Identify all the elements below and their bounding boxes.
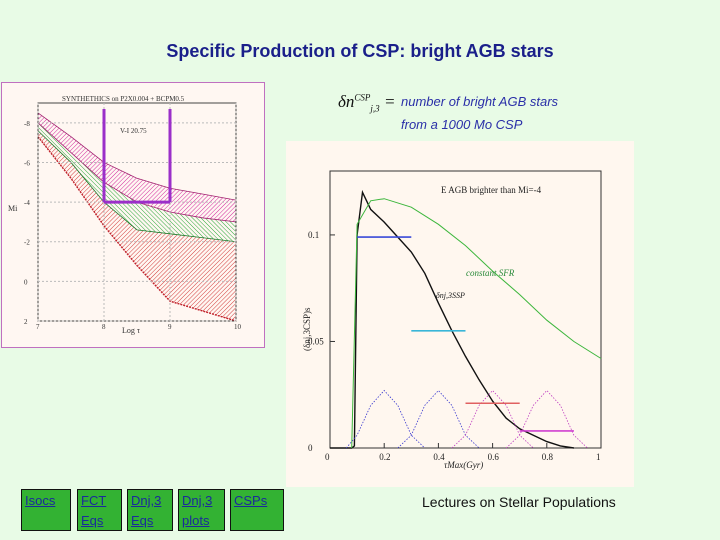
csp-production-line xyxy=(330,189,575,449)
production-x-tick: 0.4 xyxy=(433,452,445,462)
isochrone-xlabel: Log τ xyxy=(122,326,141,335)
production-frame xyxy=(329,170,602,449)
isochrone-y-tick: -6 xyxy=(24,159,30,167)
isochrone-x-tick: 9 xyxy=(168,323,172,331)
isochrone-title: SYNTHETHICS on P2X0.004 + BCPM0.5 xyxy=(62,95,185,103)
isochrone-x-tick: 10 xyxy=(234,323,242,331)
isochrone-y-tick: -8 xyxy=(24,120,30,128)
slide-title: Specific Production of CSP: bright AGB s… xyxy=(166,41,554,61)
ssp-curve xyxy=(345,389,426,449)
production-figure: 0 0.2 0.4 0.6 0.8 1 0 0.05 0.1 E AGB brighter th… xyxy=(286,141,634,487)
production-y-tick: 0 xyxy=(308,443,313,453)
nav-button-fct-eqs[interactable]: FCT Eqs xyxy=(77,489,122,531)
isochrone-x-tick: 7 xyxy=(36,323,40,331)
isochrone-band xyxy=(38,122,236,242)
isochrone-edge-line xyxy=(37,112,237,201)
formula-sub: j,3 xyxy=(370,103,380,114)
isochrone-annotation: V-I 20.75 xyxy=(120,127,147,135)
isochrone-ylabel: Mi xyxy=(8,204,18,213)
production-x-tick: 0.6 xyxy=(488,452,500,462)
isochrone-band xyxy=(38,112,236,222)
ssp-label: δnj,3SSP xyxy=(436,291,465,300)
constant-sfr-label: constant SFR xyxy=(466,268,515,278)
production-y-tick: 0.1 xyxy=(308,230,319,240)
production-ylabel: (δnj,3CSP)s xyxy=(302,307,312,351)
production-x-tick: 0.2 xyxy=(379,452,390,462)
production-x-tick: 0.8 xyxy=(542,452,554,462)
constant-sfr-line xyxy=(351,198,602,449)
formula-delta-n: δnCSPj,3 = xyxy=(338,92,395,113)
formula-base: δn xyxy=(338,92,355,111)
nav-button-csps[interactable]: CSPs xyxy=(230,489,284,531)
production-title: E AGB brighter than Mi=-4 xyxy=(441,185,542,195)
production-x-tick: 1 xyxy=(596,452,601,462)
nav-button-dnj3-eqs[interactable]: Dnj,3 Eqs xyxy=(127,489,173,531)
isochrone-plot: 7 8 9 10 -8 -6 -4 -2 0 2 SYNTHETHICS on P2X0.004 … xyxy=(8,95,242,335)
isochrone-x-tick: 8 xyxy=(102,323,106,331)
formula-sup: CSP xyxy=(354,92,371,103)
ssp-curve xyxy=(451,389,534,449)
isochrone-y-tick: 2 xyxy=(24,318,28,326)
production-xlabel: τMax(Gyr) xyxy=(444,460,483,470)
nav-button-isocs[interactable]: Isocs xyxy=(21,489,71,531)
formula-eq: = xyxy=(383,92,396,111)
production-y-tick: 0.05 xyxy=(308,336,324,346)
nav-button-dnj3-plots[interactable]: Dnj,3 plots xyxy=(178,489,225,531)
production-x-tick: 0 xyxy=(325,452,330,462)
isochrone-edge-line xyxy=(37,136,237,322)
ssp-curve xyxy=(397,389,480,449)
note-line-1: number of bright AGB stars xyxy=(401,94,559,109)
isochrone-y-tick: -2 xyxy=(24,239,30,247)
isochrone-y-tick: 0 xyxy=(24,278,28,286)
note-line-2: from a 1000 Mo CSP xyxy=(401,117,523,132)
footer-text: Lectures on Stellar Populations xyxy=(422,494,616,510)
production-plot: 0 0.2 0.4 0.6 0.8 1 0 0.05 0.1 E AGB brighter th… xyxy=(302,170,602,470)
ssp-curve xyxy=(505,389,588,449)
isochrone-figure: 7 8 9 10 -8 -6 -4 -2 0 2 SYNTHETHICS on P2X0.004 … xyxy=(1,82,265,348)
isochrone-y-tick: -4 xyxy=(24,199,30,207)
isochrone-band xyxy=(38,130,236,321)
